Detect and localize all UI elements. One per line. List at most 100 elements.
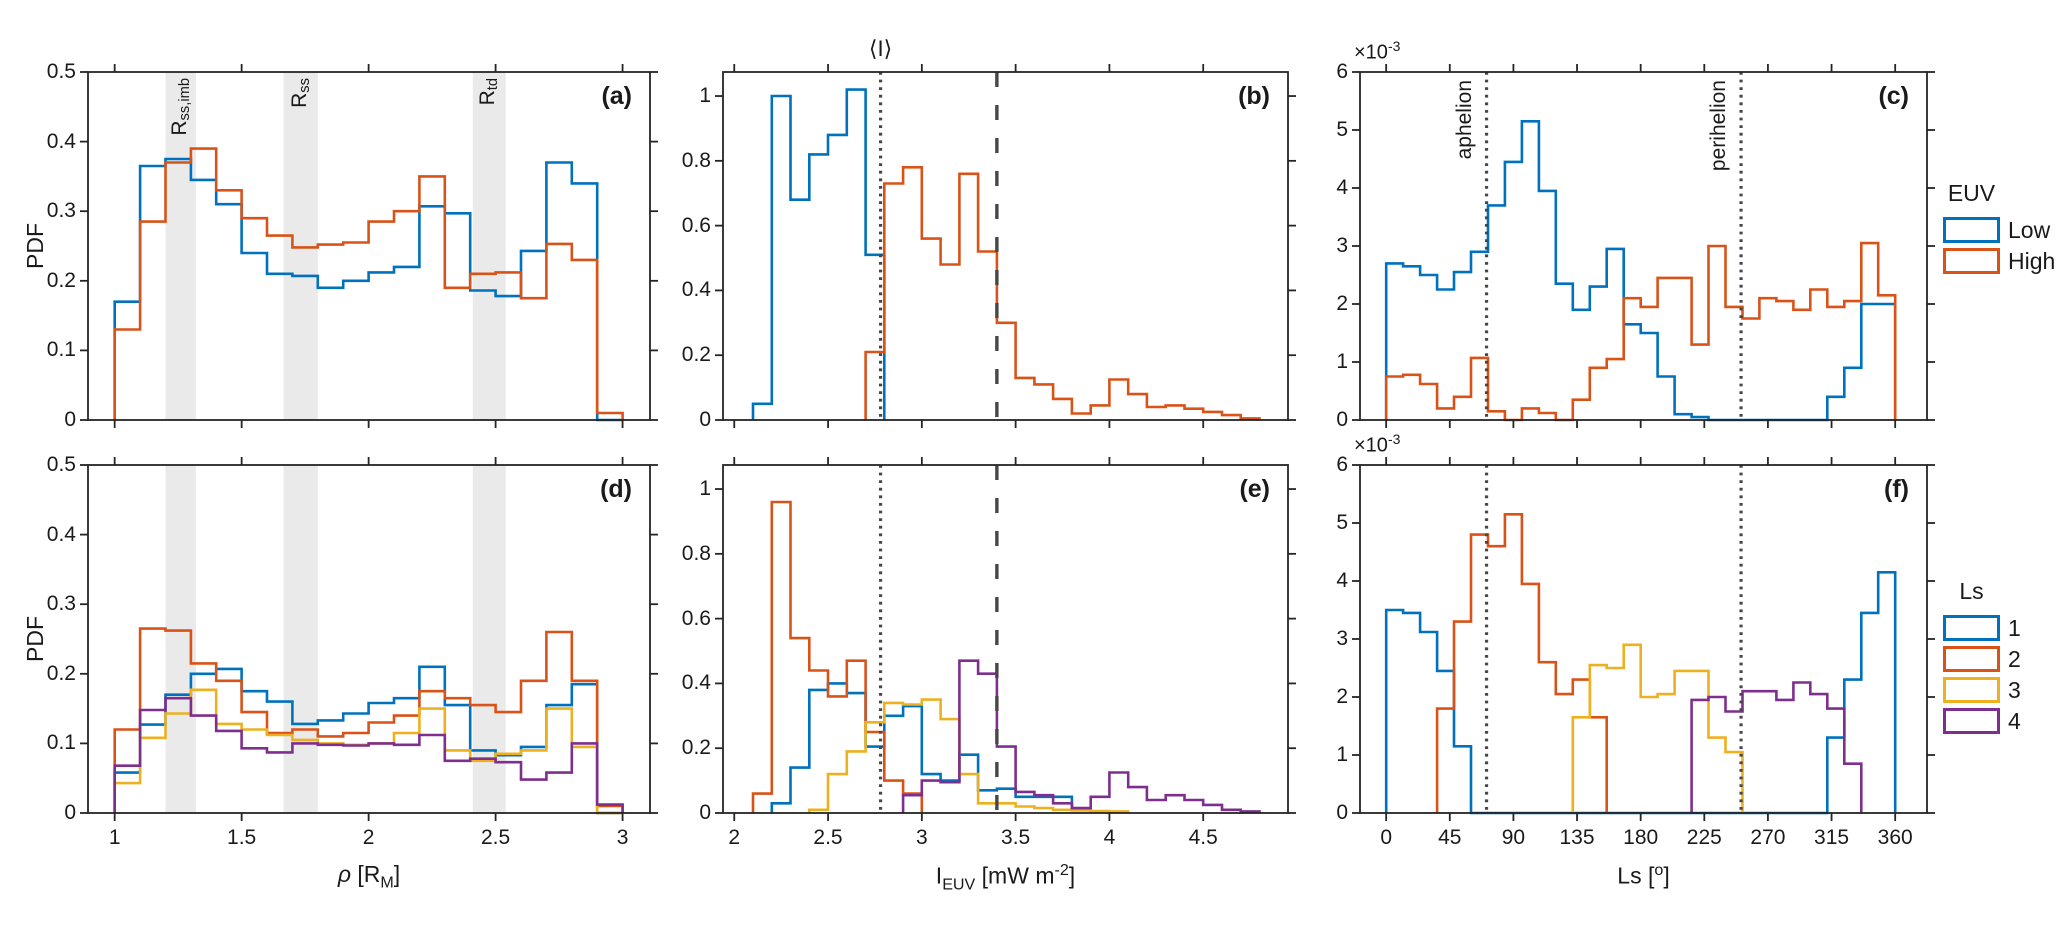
panel-f-series-3 xyxy=(1571,643,1744,813)
panel-d-x-axis-label: ρ [RM] xyxy=(337,861,401,892)
panel-f-y-tick-label: 6 xyxy=(1336,453,1348,476)
panel-b-letter: (b) xyxy=(1238,82,1270,110)
panel-f-letter: (f) xyxy=(1884,475,1909,503)
panel-d-series-4 xyxy=(113,696,624,813)
panel-e-y-tick-label: 0.6 xyxy=(681,606,711,630)
panel-e-x-tick-label: 3 xyxy=(915,826,928,849)
panel-e-x-tick-label: 3.5 xyxy=(1001,826,1031,849)
panel-a-band-0 xyxy=(165,72,196,420)
legend-ls-row-1: 1 xyxy=(1943,615,2021,641)
legend-ls-label-4: 4 xyxy=(2008,707,2021,734)
legend-swatch-ls3 xyxy=(1943,677,2000,703)
panel-c-exponent-label: ×10-3 xyxy=(1354,38,1401,64)
panel-d-x-tick-label: 2 xyxy=(362,826,375,849)
panel-b-series-High xyxy=(864,166,1261,420)
panel-c-series-High xyxy=(1384,241,1897,422)
panel-f-x-tick-label: 360 xyxy=(1877,826,1913,849)
panel-e-series-1 xyxy=(770,682,1092,813)
legend-ls-label-1: 1 xyxy=(2008,614,2021,641)
legend-euv-row-high: High xyxy=(1943,248,2055,274)
legend-ls-row-2: 2 xyxy=(1943,646,2021,672)
panel-f-y-tick-label: 1 xyxy=(1336,743,1348,766)
legend-ls-label-3: 3 xyxy=(2008,676,2021,703)
panel-c-axis-box xyxy=(1359,71,1928,421)
panel-c-canvas xyxy=(1352,64,1935,428)
panel-f-x-tick-label: 135 xyxy=(1559,826,1595,849)
panel-e-x-tick-label: 4 xyxy=(1103,826,1116,849)
panel-c-y-tick-label: 1 xyxy=(1336,350,1348,373)
panel-e-y-tick-label: 0.8 xyxy=(681,541,711,565)
panel-d-y-tick-label: 0.1 xyxy=(46,731,76,755)
panel-e-x-axis-label: IEUV [mW m-2] xyxy=(935,861,1076,894)
panel-c: 0 1 2 3 4 5 6 (c) ×10-3 aphelion perihelion xyxy=(1336,38,1935,431)
panel-d-y-tick-label: 0 xyxy=(64,801,76,824)
panel-f-y-tick-label: 3 xyxy=(1336,627,1348,650)
panel-d: 0 0.1 0.2 0.3 0.4 0.5 1 1.5 2 2.5 3 ρ [RM] PDF (d) xyxy=(22,453,658,892)
panel-f-x-tick-label: 90 xyxy=(1501,826,1526,849)
panel-e-y-tick-label: 0.4 xyxy=(681,671,711,695)
panel-b: 0 0.2 0.4 0.6 0.8 1 (b) ⟨I⟩ xyxy=(682,36,1296,431)
panel-b-y-tick-label: 0.8 xyxy=(681,148,711,172)
panel-f-exponent-label: ×10-3 xyxy=(1354,431,1401,457)
panel-d-canvas xyxy=(80,457,658,821)
panel-a-band-label-2: Rtd xyxy=(476,78,501,105)
panel-f-x-tick-label: 225 xyxy=(1686,826,1722,849)
panel-a-band-2 xyxy=(472,72,506,420)
panel-c-y-tick-label: 0 xyxy=(1336,408,1348,431)
legend-swatch-low xyxy=(1943,217,2000,243)
panel-b-title: ⟨I⟩ xyxy=(868,36,893,61)
panel-d-y-axis-label: PDF xyxy=(20,465,50,813)
panel-a-y-tick-label: 0.5 xyxy=(46,60,76,83)
panel-e-x-tick-label: 2 xyxy=(728,826,741,849)
panel-e-canvas xyxy=(715,457,1296,821)
panel-b-y-tick-label: 0 xyxy=(699,408,711,431)
legend-swatch-ls1 xyxy=(1943,615,2000,641)
panel-a-y-tick-label: 0.1 xyxy=(46,338,76,362)
panel-a-band-label-text-1: Rss xyxy=(287,78,313,108)
legend-euv: EUV Low High xyxy=(1943,180,2055,279)
legend-euv-label-low: Low xyxy=(2008,216,2051,243)
panel-a-series-High xyxy=(113,147,624,420)
legend-ls: Ls 1 2 3 4 xyxy=(1943,578,2021,739)
panel-a-y-axis-label-text: PDF xyxy=(21,223,48,269)
panel-b-axis-box xyxy=(722,71,1289,421)
panel-f-y-tick-label: 5 xyxy=(1336,511,1348,534)
panel-c-ref-label-0: aphelion xyxy=(1453,80,1477,159)
panel-f-x-tick-label: 0 xyxy=(1380,826,1393,849)
panel-c-ref-label-text-0: aphelion xyxy=(1452,80,1476,160)
panel-e-series-3 xyxy=(808,698,1130,813)
legend-ls-row-3: 3 xyxy=(1943,677,2021,703)
panel-c-y-tick-label: 6 xyxy=(1336,60,1348,83)
panel-f-x-tick-label: 180 xyxy=(1623,826,1659,849)
panel-e-y-tick-label: 1 xyxy=(699,477,711,501)
panel-a-canvas xyxy=(80,64,658,428)
panel-d-x-tick-label: 1.5 xyxy=(227,826,257,849)
legend-swatch-high xyxy=(1943,248,2000,274)
panel-a-y-tick-label: 0.4 xyxy=(46,129,76,153)
legend-euv-row-low: Low xyxy=(1943,217,2055,243)
panel-b-series-Low xyxy=(751,88,886,420)
panel-e-y-tick-label: 0.2 xyxy=(681,736,711,760)
panel-a-band-label-text-0: Rss,imb xyxy=(167,78,193,136)
panel-e-x-tick-label: 4.5 xyxy=(1188,826,1218,849)
legend-ls-label-2: 2 xyxy=(2008,645,2021,672)
panel-b-y-tick-label: 1 xyxy=(699,84,711,108)
panel-f-series-2 xyxy=(1435,513,1608,813)
panel-a-band-label-text-2: Rtd xyxy=(476,78,502,106)
panel-e-series-2 xyxy=(751,500,924,813)
panel-d-x-tick-label: 2.5 xyxy=(480,826,511,849)
panel-f-canvas xyxy=(1352,457,1935,821)
panel-d-y-tick-label: 0.2 xyxy=(46,661,76,685)
panel-f-x-tick-label: 45 xyxy=(1438,826,1462,849)
panel-d-x-tick-label: 1 xyxy=(108,826,121,849)
panel-d-y-axis-label-text: PDF xyxy=(21,616,48,662)
panel-f-y-tick-label: 2 xyxy=(1336,685,1348,708)
panel-a-band-label-1: Rss xyxy=(288,78,313,108)
panel-e-axis-box xyxy=(722,464,1289,814)
panel-a: 0 0.1 0.2 0.3 0.4 0.5 PDF (a) Rss,imb Rss Rtd xyxy=(22,60,658,431)
panel-c-y-tick-label: 5 xyxy=(1336,118,1348,141)
panel-d-series-2 xyxy=(113,627,624,813)
panel-a-series-Low xyxy=(113,157,623,422)
panel-a-y-axis-label: PDF xyxy=(20,72,50,420)
